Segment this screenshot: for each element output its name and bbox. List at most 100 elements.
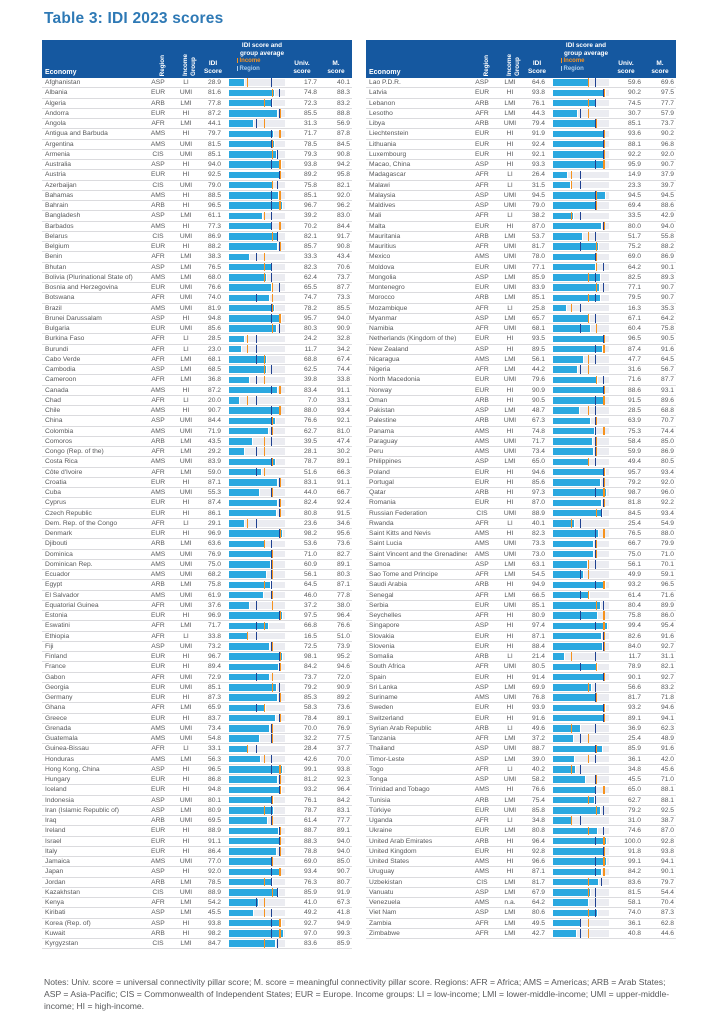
table-row: Canada AMS HI 87.2 83.4 91.1	[42, 385, 352, 396]
idi-bar-chart	[229, 816, 285, 825]
idi-bar	[229, 304, 275, 312]
income-average-marker	[271, 303, 274, 313]
universal-score: 71.0	[303, 550, 317, 558]
idi-bar-chart	[229, 119, 285, 128]
region-average-marker	[276, 232, 278, 241]
idi-bar	[553, 735, 574, 742]
income-average-marker	[603, 631, 605, 641]
table-row: Austria EUR HI 92.5 89.2 95.8	[42, 170, 352, 181]
idi-score: 49.6	[531, 724, 545, 732]
idi-bar	[229, 653, 284, 660]
economy-name: United Arab Emirates	[369, 837, 433, 845]
idi-bar	[553, 253, 597, 261]
region-code: CIS	[476, 509, 488, 517]
idi-score: 80.5	[531, 663, 545, 671]
economy-name: Georgia	[45, 683, 69, 691]
region-average-marker	[270, 590, 273, 600]
idi-score: 39.0	[531, 755, 545, 763]
income-average-marker	[279, 221, 281, 231]
income-group-code: HI	[182, 786, 190, 794]
income-average-marker	[271, 888, 274, 897]
table-row: Bosnia and Herzegovina EUR UMI 76.6 65.5…	[42, 283, 352, 294]
region-average-marker	[278, 283, 280, 292]
table-row: Uzbekistan CIS LMI 81.7 83.6 79.7	[366, 877, 676, 888]
table-row: Liechtenstein EUR HI 91.9 93.6 90.2	[366, 129, 676, 140]
universal-score: 83.1	[303, 478, 317, 486]
economy-name: Palestine	[369, 417, 397, 425]
economy-name: Nigeria	[369, 366, 391, 374]
idi-bar	[553, 356, 585, 363]
income-group-code: LMI	[504, 273, 516, 281]
economy-name: Eswatini	[45, 622, 70, 630]
region-code: AFR	[475, 571, 489, 579]
meaningful-score: 90.7	[660, 294, 674, 302]
income-group-code: LMI	[504, 99, 516, 107]
region-code: AFR	[151, 745, 165, 753]
idi-bar	[553, 489, 608, 496]
region-code: ASP	[151, 919, 165, 927]
idi-bar	[229, 919, 282, 927]
table-row: Fiji ASP UMI 73.2 72.5 73.9	[42, 642, 352, 652]
region-code: ARB	[475, 294, 489, 302]
region-average-marker	[278, 713, 280, 723]
meaningful-score: 68.8	[660, 407, 674, 415]
idi-score: 77.0	[207, 858, 221, 866]
table-row: Kazakhstan CIS UMI 88.9 85.9 91.9	[42, 888, 352, 898]
idi-bar	[229, 581, 272, 589]
income-average-marker	[279, 826, 281, 836]
region-average-marker	[278, 847, 280, 856]
idi-bar-chart	[229, 375, 285, 385]
idi-score: 93.3	[531, 161, 545, 169]
idi-bar-chart	[229, 580, 285, 590]
economy-name: Chad	[45, 396, 61, 404]
universal-score: 49.2	[303, 909, 317, 917]
region-code: EUR	[150, 776, 166, 784]
universal-score: 70.0	[303, 724, 317, 732]
region-code: EUR	[150, 478, 166, 486]
idi-score: 29.2	[207, 448, 221, 456]
table-row: Libya ARB UMI 79.4 85.1 73.7	[366, 119, 676, 130]
table-row: Colombia AMS UMI 71.9 62.7 81.0	[42, 426, 352, 437]
income-group-code: HI	[506, 868, 514, 876]
meaningful-score: 84.2	[336, 796, 350, 804]
table-row: Saudi Arabia ARB HI 94.9 93.2 96.5	[366, 580, 676, 591]
column-header-univ-score: Univ. score	[293, 60, 311, 76]
income-average-marker	[263, 211, 265, 221]
economy-name: Brazil	[45, 304, 62, 312]
region-code: ASP	[151, 417, 165, 425]
region-average-marker	[270, 437, 273, 446]
region-code: ASP	[151, 868, 165, 876]
meaningful-score: 62.8	[660, 919, 674, 927]
idi-score: 25.8	[531, 304, 545, 312]
meaningful-score: 37.9	[660, 171, 674, 179]
universal-score: 59.9	[627, 448, 641, 456]
meaningful-score: 91.6	[660, 745, 674, 753]
idi-bar-chart	[553, 109, 609, 118]
universal-score: 69.4	[627, 202, 641, 210]
table-row: Viet Nam ASP LMI 80.6 74.0 87.3	[366, 908, 676, 919]
economy-name: Venezuela	[369, 899, 401, 907]
idi-bar	[229, 684, 277, 691]
region-average-marker	[602, 150, 604, 159]
idi-bar-chart	[229, 139, 285, 149]
idi-bar-chart	[553, 908, 609, 918]
universal-score: 44.0	[303, 489, 317, 497]
meaningful-score: 80.7	[336, 878, 350, 886]
idi-bar	[553, 509, 603, 517]
region-code: AFR	[151, 376, 165, 384]
economy-name: Botswana	[45, 294, 75, 302]
region-code: AMS	[150, 304, 166, 312]
income-average-marker	[271, 734, 274, 743]
economy-name: Lesotho	[369, 109, 393, 117]
idi-bar	[553, 930, 577, 937]
universal-score: 63.9	[627, 417, 641, 425]
table-row: Guinea-Bissau AFR LI 33.1 28.4 37.7	[42, 744, 352, 755]
universal-score: 64.5	[303, 581, 317, 589]
table-right: Economy Region Income Group IDI Score IDI …	[366, 40, 676, 949]
table-row: Angola AFR LMI 44.1 31.3 56.9	[42, 119, 352, 130]
region-code: ASP	[475, 683, 489, 691]
meaningful-score: 80.5	[660, 458, 674, 466]
idi-score: 93.8	[207, 919, 221, 927]
idi-score: 88.9	[207, 888, 221, 896]
region-average-marker	[579, 611, 581, 620]
